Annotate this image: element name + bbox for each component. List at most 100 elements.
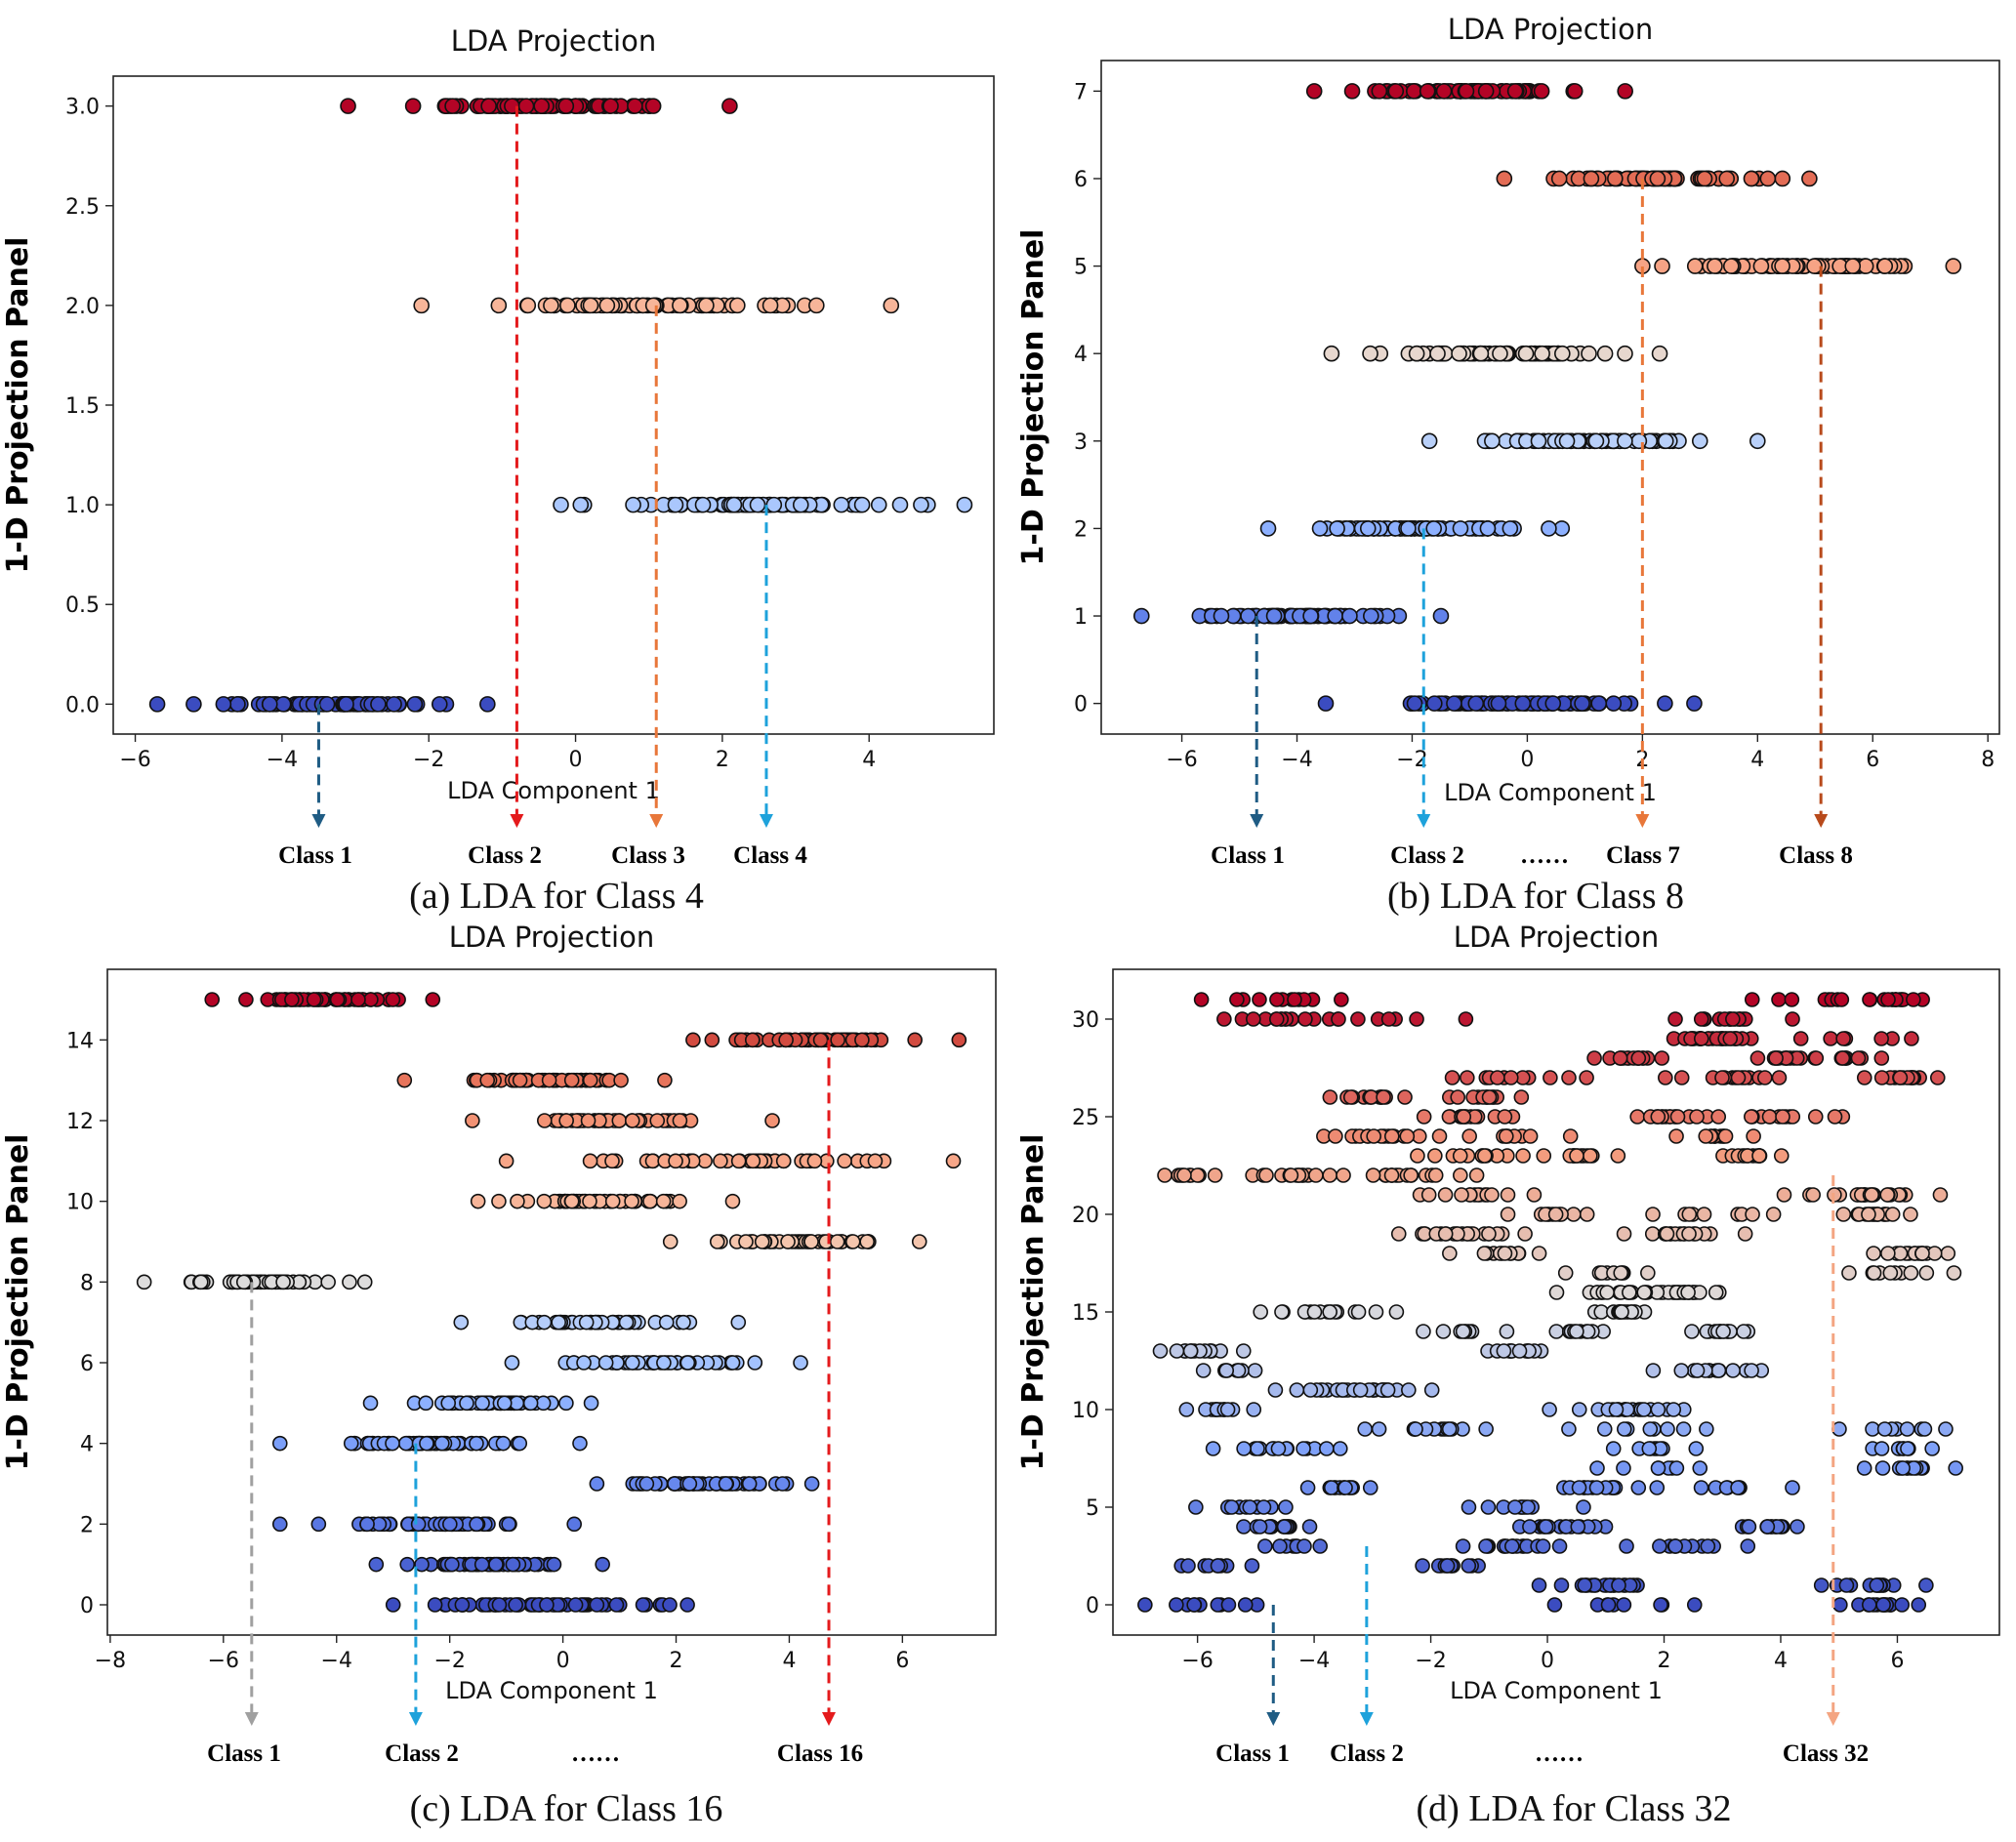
class-ellipsis: …… — [571, 1740, 620, 1767]
data-point — [812, 1032, 829, 1048]
data-point — [780, 1234, 796, 1249]
data-point — [1546, 1597, 1563, 1613]
scatter-points — [148, 98, 973, 713]
data-point — [1458, 83, 1475, 100]
data-point — [911, 1234, 927, 1249]
data-point — [582, 297, 599, 314]
data-point — [624, 1355, 640, 1371]
data-point — [1612, 1050, 1628, 1066]
data-point — [1730, 1070, 1747, 1085]
data-point — [431, 696, 448, 713]
data-point — [1371, 83, 1388, 100]
x-tick-label: 0 — [1541, 1649, 1554, 1673]
data-point — [1152, 1343, 1169, 1359]
data-point — [1744, 992, 1760, 1007]
data-point — [1686, 1597, 1703, 1613]
data-point — [1216, 1011, 1232, 1027]
y-tick-label: 6 — [1074, 168, 1088, 192]
data-point — [1689, 1109, 1705, 1125]
data-point — [1722, 258, 1740, 274]
data-point — [444, 1556, 460, 1573]
data-point — [1693, 1031, 1709, 1046]
data-point — [1435, 83, 1453, 100]
data-point — [907, 1032, 923, 1048]
data-point — [803, 1476, 820, 1492]
y-tick-label: 0.5 — [65, 594, 100, 618]
data-point — [1461, 1558, 1477, 1574]
data-point — [1903, 1265, 1919, 1281]
data-point — [1916, 1421, 1933, 1437]
data-point — [1873, 1031, 1889, 1046]
data-point — [1696, 170, 1713, 187]
data-point — [774, 1476, 791, 1492]
data-point — [505, 1556, 521, 1573]
data-point — [741, 1476, 758, 1492]
data-point — [1236, 1519, 1252, 1535]
data-point — [1652, 1538, 1667, 1554]
data-point — [1850, 1050, 1867, 1066]
data-point — [1446, 695, 1462, 712]
data-point — [1544, 695, 1562, 712]
data-point — [1342, 1089, 1359, 1105]
data-point — [1237, 1597, 1254, 1613]
data-point — [356, 1274, 373, 1290]
x-tick-label: 4 — [1750, 748, 1764, 772]
data-point — [1420, 1187, 1437, 1203]
x-tick-label: 4 — [1774, 1649, 1788, 1673]
data-point — [572, 496, 590, 513]
y-tick-label: 7 — [1074, 80, 1088, 104]
data-point — [1730, 1480, 1746, 1495]
data-point — [1715, 1324, 1731, 1339]
data-point — [1267, 1382, 1284, 1398]
data-point — [1481, 1089, 1498, 1105]
data-point — [1235, 1343, 1252, 1359]
data-point — [1476, 1148, 1493, 1164]
data-point — [1276, 1519, 1293, 1535]
data-point — [1756, 1070, 1773, 1085]
data-point — [1323, 1480, 1339, 1495]
data-point — [1874, 1460, 1891, 1476]
scatter-points — [1137, 992, 1963, 1613]
data-point — [1520, 1499, 1536, 1515]
data-point — [1278, 1499, 1294, 1515]
data-point — [1875, 1597, 1891, 1613]
data-point — [1420, 432, 1438, 450]
data-point — [704, 1032, 720, 1048]
data-point — [1259, 520, 1277, 537]
data-point — [495, 1435, 512, 1452]
data-point — [1745, 1207, 1760, 1222]
y-tick-label: 2 — [1074, 517, 1088, 542]
data-point — [1607, 170, 1624, 187]
data-point — [1188, 1499, 1204, 1515]
data-point — [1744, 1109, 1759, 1125]
data-point — [613, 1072, 629, 1088]
data-point — [1246, 1402, 1262, 1417]
data-point — [1918, 1265, 1935, 1281]
data-point — [1182, 1343, 1199, 1359]
chart-title: LDA Projection — [1454, 921, 1659, 954]
data-point — [1366, 1128, 1381, 1144]
data-point — [1693, 1011, 1709, 1027]
data-point — [1561, 1070, 1577, 1085]
data-point — [1873, 1070, 1890, 1085]
data-point — [1873, 1441, 1890, 1456]
data-point — [1252, 1519, 1268, 1535]
data-point — [1929, 1070, 1946, 1085]
x-tick-label: −6 — [1181, 1649, 1213, 1673]
data-point — [1668, 1128, 1684, 1144]
panel-c: LDA Projection −8 −6 −4 −2 0 2 4 6 0 2 4 6 8 10 12 14 LDA… — [1, 921, 997, 1829]
data-point — [1630, 432, 1648, 450]
data-point — [1805, 1187, 1821, 1203]
data-point — [1517, 345, 1535, 362]
data-point — [1427, 1148, 1443, 1164]
y-tick-label: 5 — [1074, 256, 1088, 280]
data-point — [1774, 258, 1790, 274]
data-point — [1596, 1421, 1613, 1437]
data-point — [1550, 170, 1568, 187]
y-tick-label: 10 — [66, 1191, 94, 1215]
data-point — [1301, 1519, 1318, 1535]
data-point — [1571, 1480, 1587, 1495]
data-point — [1387, 83, 1405, 100]
x-tick-label: 0 — [569, 748, 583, 772]
data-point — [830, 1032, 845, 1048]
